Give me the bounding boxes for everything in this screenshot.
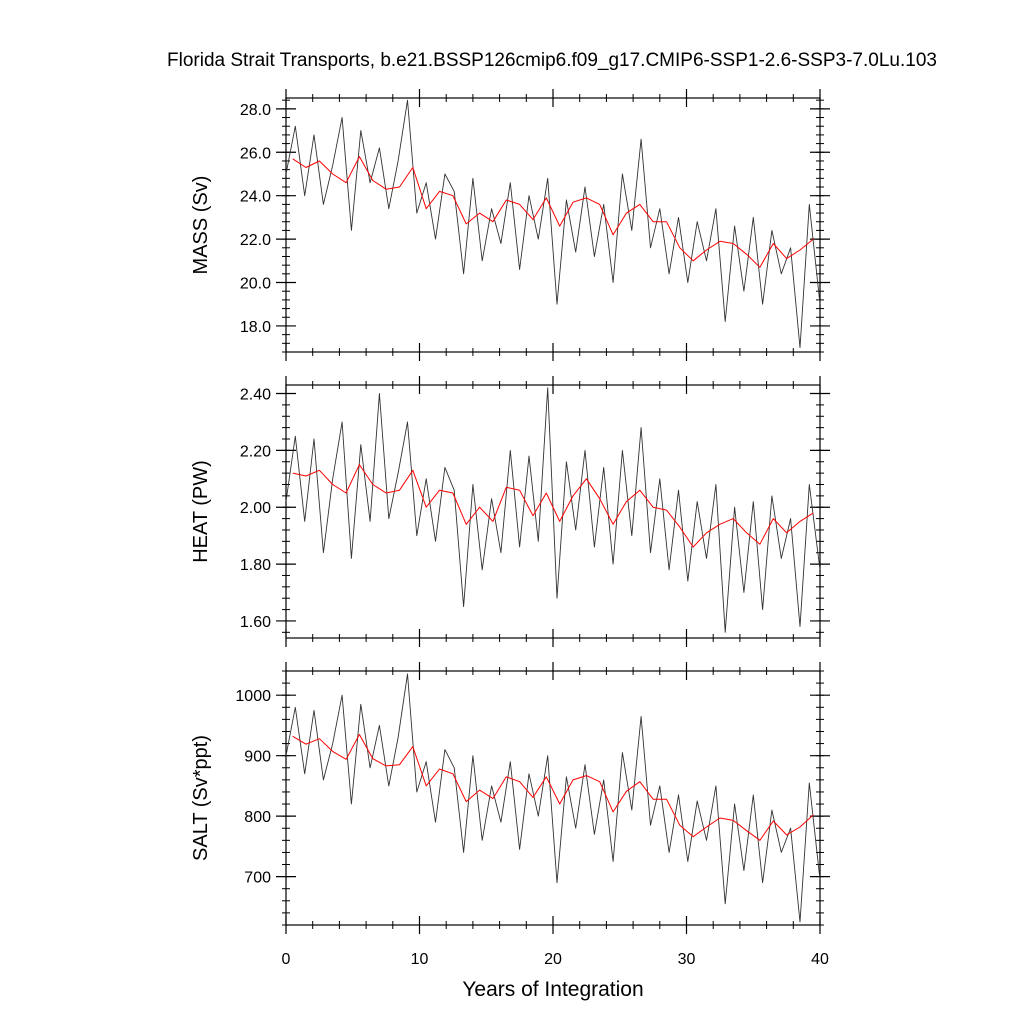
panel-heat: 1.60 1.80 2.00 2.20 2.40 HEAT (PW) [190, 376, 830, 647]
salt-series-line-annual [292, 734, 814, 841]
heat-y-tick-label: 2.00 [240, 500, 271, 517]
heat-series-line-annual [292, 464, 814, 548]
x-tick-label: 0 [282, 951, 291, 968]
figure-title: Florida Strait Transports, b.e21.BSSP126… [167, 50, 937, 71]
mass-plot-frame [285, 97, 821, 353]
mass-y-tick-label: 20.0 [240, 276, 271, 293]
salt-y-axis-label: SALT (Sv*ppt) [190, 735, 212, 861]
x-axis-label: Years of Integration [462, 978, 643, 1001]
mass-y-tick-label: 22.0 [240, 232, 271, 249]
mass-series-line-monthly [285, 99, 821, 349]
mass-y-tick-label: 28.0 [240, 102, 271, 119]
mass-y-tick-label: 18.0 [240, 319, 271, 336]
x-tick-label: 10 [411, 951, 429, 968]
x-tick-label: 20 [544, 951, 562, 968]
heat-series-line-monthly [285, 387, 821, 633]
salt-series-line-monthly [285, 673, 821, 923]
panel-mass: 18.0 20.0 22.0 24.0 26.0 28.0 MASS (Sv) [190, 89, 830, 361]
panel-salt: 700 800 900 1000 SALT (Sv*ppt) 0 10 20 30 40 [190, 662, 830, 968]
mass-series-line-annual [292, 156, 814, 268]
heat-y-tick-label: 2.20 [240, 443, 271, 460]
salt-y-tick-label: 800 [244, 809, 271, 826]
heat-y-tick-label: 2.40 [240, 387, 271, 404]
x-tick-label: 30 [678, 951, 696, 968]
heat-y-tick-label: 1.60 [240, 614, 271, 631]
mass-y-tick-label: 24.0 [240, 189, 271, 206]
mass-y-tick-label: 26.0 [240, 145, 271, 162]
salt-y-tick-label: 700 [244, 870, 271, 887]
x-tick-label: 40 [811, 951, 829, 968]
panels: 18.0 20.0 22.0 24.0 26.0 28.0 MASS (Sv) 1.60 1.8… [190, 89, 830, 968]
heat-y-axis-label: HEAT (PW) [190, 460, 212, 563]
salt-plot-frame [285, 670, 821, 926]
salt-y-tick-label: 1000 [235, 688, 271, 705]
salt-y-tick-label: 900 [244, 749, 271, 766]
heat-y-tick-label: 1.80 [240, 557, 271, 574]
mass-y-axis-label: MASS (Sv) [190, 176, 212, 275]
